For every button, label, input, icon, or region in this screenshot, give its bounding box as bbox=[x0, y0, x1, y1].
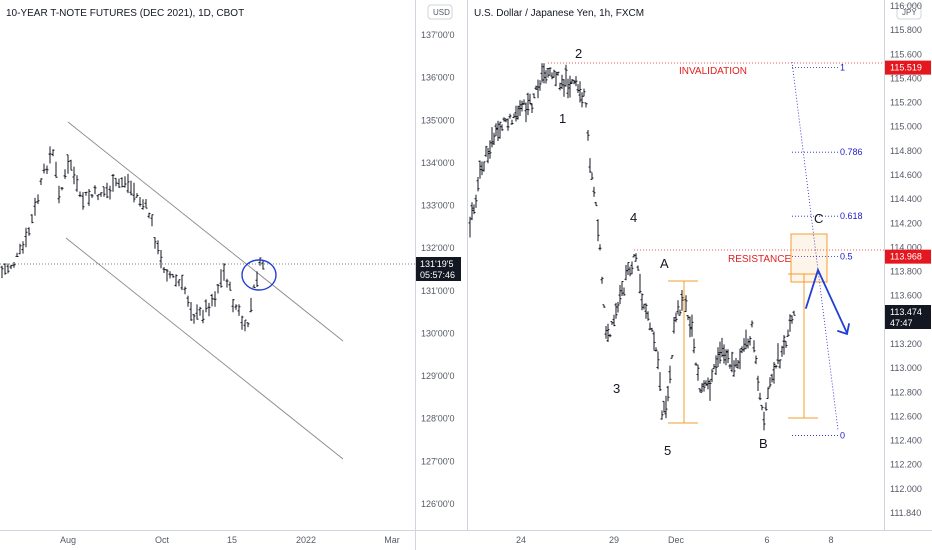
fib-level-label: 0 bbox=[840, 431, 845, 441]
measured-move-ab bbox=[668, 280, 698, 424]
usdjpy-x-tick: 8 bbox=[828, 535, 833, 545]
tnote-y-tick: 127'00'0 bbox=[421, 456, 454, 466]
tnote-y-tick: 134'00'0 bbox=[421, 158, 454, 168]
fib-level-label: 1 bbox=[840, 63, 845, 73]
price-tag-bg bbox=[885, 249, 931, 264]
wave-label-5: 5 bbox=[664, 443, 671, 458]
tnote-y-tick: 131'00'0 bbox=[421, 286, 454, 296]
tnote-x-tick: Mar bbox=[384, 535, 400, 545]
usdjpy-x-tick: 24 bbox=[516, 535, 526, 545]
tnote-last-price: 131'19'5 bbox=[420, 259, 453, 269]
usdjpy-chart: USD U.S. Dollar / Japanese Yen, 1h, FXCM… bbox=[427, 1, 931, 545]
wave-label-b: B bbox=[759, 436, 768, 451]
projection-arrow bbox=[805, 267, 850, 336]
usdjpy-y-tick: 112.800 bbox=[890, 387, 922, 397]
tnote-x-axis: Aug Oct 15 2022 Mar bbox=[60, 535, 400, 545]
svg-text:USD: USD bbox=[433, 8, 450, 17]
channel-upper-line bbox=[67, 121, 344, 342]
breakout-circle bbox=[241, 259, 277, 291]
usdjpy-y-tick: 114.200 bbox=[890, 218, 922, 228]
wave-label-1: 1 bbox=[559, 111, 566, 126]
invalidation-label: INVALIDATION bbox=[679, 66, 747, 77]
price-tag-bg bbox=[885, 60, 931, 75]
channel-lower-line bbox=[65, 237, 344, 460]
wave-label-a: A bbox=[660, 256, 669, 271]
usdjpy-y-tick: 113.600 bbox=[890, 291, 922, 301]
usdjpy-y-tick: 114.600 bbox=[890, 170, 922, 180]
price-tag-label: 113.968 bbox=[890, 252, 922, 262]
tnote-y-tick: 126'00'0 bbox=[421, 499, 454, 509]
resistance-label: RESISTANCE bbox=[728, 254, 791, 265]
tnote-title: 10-YEAR T-NOTE FUTURES (DEC 2021), 1D, C… bbox=[6, 8, 244, 19]
usdjpy-price-bars bbox=[468, 63, 796, 431]
usdjpy-y-tick: 111.840 bbox=[890, 508, 921, 518]
usdjpy-x-tick: Dec bbox=[668, 535, 685, 545]
usdjpy-price-tags: 115.519 113.968 bbox=[885, 60, 931, 264]
usdjpy-last-price-tag bbox=[885, 305, 931, 329]
wave-label-4: 4 bbox=[630, 210, 637, 225]
usdjpy-title: U.S. Dollar / Japanese Yen, 1h, FXCM bbox=[474, 8, 644, 19]
wave-label-3: 3 bbox=[613, 381, 620, 396]
usdjpy-x-tick: 29 bbox=[609, 535, 619, 545]
usdjpy-countdown: 47:47 bbox=[890, 318, 913, 328]
fib-retracement: 1 0.786 0.618 0.5 0 bbox=[792, 63, 863, 441]
fib-trend-line bbox=[791, 61, 839, 431]
usdjpy-y-tick: 112.600 bbox=[890, 411, 922, 421]
price-tag-label: 115.519 bbox=[890, 63, 922, 73]
usdjpy-x-axis: 24 29 Dec 6 8 bbox=[516, 535, 834, 545]
fib-level-label: 0.5 bbox=[840, 252, 853, 262]
tnote-y-axis: 137'00'0 136'00'0 135'00'0 134'00'0 133'00'0… bbox=[421, 30, 454, 509]
tnote-x-tick: Aug bbox=[60, 535, 76, 545]
usdjpy-y-tick: 114.400 bbox=[890, 194, 922, 204]
tnote-y-tick: 137'00'0 bbox=[421, 30, 454, 40]
jpy-currency: JPY bbox=[902, 8, 917, 17]
usdjpy-y-tick: 112.000 bbox=[890, 484, 922, 494]
usdjpy-y-tick: 114.800 bbox=[890, 146, 922, 156]
usdjpy-y-tick: 116.000 bbox=[890, 1, 922, 11]
tnote-y-tick: 132'00'0 bbox=[421, 243, 454, 253]
tnote-y-tick: 135'00'0 bbox=[421, 115, 454, 125]
measured-move-bc bbox=[788, 233, 828, 419]
tnote-chart: 10-YEAR T-NOTE FUTURES (DEC 2021), 1D, C… bbox=[0, 8, 461, 545]
usdjpy-y-tick: 112.400 bbox=[890, 436, 922, 446]
usdjpy-y-tick: 112.200 bbox=[890, 460, 922, 470]
wave-label-c: C bbox=[814, 211, 823, 226]
fib-level-label: 0.786 bbox=[840, 147, 863, 157]
tnote-countdown: 05:57:46 bbox=[420, 270, 455, 280]
tnote-y-tick: 128'00'0 bbox=[421, 414, 454, 424]
usdjpy-y-axis: 116.000 115.800 115.600 115.400 115.200 115.0… bbox=[890, 1, 922, 518]
tnote-x-tick: 2022 bbox=[296, 535, 316, 545]
jpy-badge bbox=[896, 4, 922, 20]
usdjpy-y-tick: 113.000 bbox=[890, 363, 922, 373]
usdjpy-last-price: 113.474 bbox=[890, 307, 922, 317]
tnote-y-tick: 133'00'0 bbox=[421, 201, 454, 211]
tnote-channel bbox=[65, 121, 344, 460]
tnote-y-tick: 129'00'0 bbox=[421, 371, 454, 381]
usdjpy-x-tick: 6 bbox=[764, 535, 769, 545]
tnote-price-tag bbox=[416, 257, 461, 281]
tnote-x-tick: Oct bbox=[155, 535, 170, 545]
tnote-price-bars bbox=[0, 146, 265, 332]
usdjpy-y-tick: 115.600 bbox=[890, 49, 922, 59]
usdjpy-y-tick: 113.800 bbox=[890, 267, 922, 277]
usdjpy-y-tick: 114.000 bbox=[890, 242, 922, 252]
tnote-x-tick: 15 bbox=[227, 535, 237, 545]
fib-level-label: 0.618 bbox=[840, 211, 863, 221]
usdjpy-y-tick: 113.200 bbox=[890, 339, 922, 349]
tnote-y-tick: 136'00'0 bbox=[421, 73, 454, 83]
usdjpy-y-tick: 115.000 bbox=[890, 122, 922, 132]
wave-label-2: 2 bbox=[575, 46, 582, 61]
usdjpy-y-tick: 115.400 bbox=[890, 73, 922, 83]
usd-badge bbox=[427, 4, 453, 20]
tnote-y-tick: 130'00'0 bbox=[421, 328, 454, 338]
usdjpy-y-tick: 115.800 bbox=[890, 25, 922, 35]
usdjpy-y-tick: 115.200 bbox=[890, 98, 922, 108]
